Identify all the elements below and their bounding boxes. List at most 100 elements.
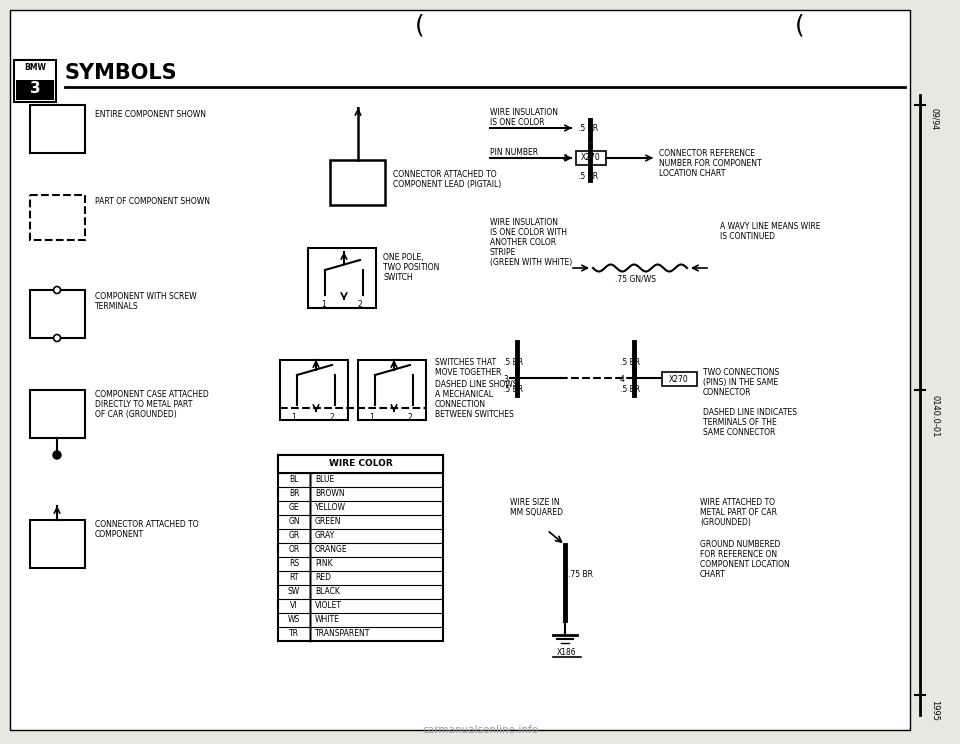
Text: GROUND NUMBERED: GROUND NUMBERED bbox=[700, 540, 780, 549]
Text: CONNECTOR ATTACHED TO: CONNECTOR ATTACHED TO bbox=[95, 520, 199, 529]
Text: 3: 3 bbox=[30, 81, 40, 96]
Text: YELLOW: YELLOW bbox=[315, 504, 346, 513]
Text: .5 BR: .5 BR bbox=[503, 358, 523, 367]
Bar bbox=[278, 455, 443, 641]
Text: GR: GR bbox=[288, 531, 300, 540]
Text: 1: 1 bbox=[291, 413, 296, 422]
Text: LOCATION CHART: LOCATION CHART bbox=[659, 169, 726, 178]
Text: BMW: BMW bbox=[24, 63, 46, 72]
Text: OR: OR bbox=[288, 545, 300, 554]
Bar bbox=[16, 62, 54, 80]
Text: VI: VI bbox=[290, 601, 298, 611]
Text: TWO CONNECTIONS: TWO CONNECTIONS bbox=[703, 368, 780, 377]
Text: SW: SW bbox=[288, 588, 300, 597]
Text: (: ( bbox=[415, 14, 425, 38]
Bar bbox=[14, 60, 56, 102]
Text: ORANGE: ORANGE bbox=[315, 545, 348, 554]
Text: BLUE: BLUE bbox=[315, 475, 334, 484]
Text: .5 BR: .5 BR bbox=[578, 172, 598, 181]
Bar bbox=[30, 195, 85, 240]
Text: BROWN: BROWN bbox=[315, 490, 345, 498]
Text: MOVE TOGETHER: MOVE TOGETHER bbox=[435, 368, 501, 377]
Text: METAL PART OF CAR: METAL PART OF CAR bbox=[700, 508, 777, 517]
Text: CONNECTOR: CONNECTOR bbox=[703, 388, 752, 397]
Text: COMPONENT WITH SCREW: COMPONENT WITH SCREW bbox=[95, 292, 197, 301]
Text: 2: 2 bbox=[407, 413, 412, 422]
Circle shape bbox=[54, 286, 60, 293]
Text: X270: X270 bbox=[581, 153, 601, 162]
Text: GN: GN bbox=[288, 518, 300, 527]
Bar bbox=[358, 360, 426, 420]
Bar bbox=[30, 290, 85, 338]
Text: SWITCHES THAT: SWITCHES THAT bbox=[435, 358, 496, 367]
Text: WS: WS bbox=[288, 615, 300, 624]
Bar bbox=[30, 520, 85, 568]
Text: 1995: 1995 bbox=[930, 700, 940, 721]
Text: FOR REFERENCE ON: FOR REFERENCE ON bbox=[700, 550, 778, 559]
Text: .5 BR: .5 BR bbox=[620, 358, 640, 367]
Text: X270: X270 bbox=[669, 374, 689, 383]
Text: GE: GE bbox=[289, 504, 300, 513]
Text: 3: 3 bbox=[503, 375, 508, 384]
Text: WIRE INSULATION: WIRE INSULATION bbox=[490, 218, 558, 227]
Text: PIN NUMBER: PIN NUMBER bbox=[490, 148, 539, 157]
Text: CHART: CHART bbox=[700, 570, 726, 579]
Text: OF CAR (GROUNDED): OF CAR (GROUNDED) bbox=[95, 410, 177, 419]
Text: SAME CONNECTOR: SAME CONNECTOR bbox=[703, 428, 776, 437]
Text: 4: 4 bbox=[620, 375, 625, 384]
Text: BR: BR bbox=[289, 490, 300, 498]
Text: ANOTHER COLOR: ANOTHER COLOR bbox=[490, 238, 556, 247]
Text: .75 GN/WS: .75 GN/WS bbox=[615, 274, 656, 283]
Text: (: ( bbox=[795, 14, 804, 38]
Text: DASHED LINE SHOWS: DASHED LINE SHOWS bbox=[435, 380, 517, 389]
Text: SWITCH: SWITCH bbox=[383, 273, 413, 282]
Text: WIRE SIZE IN: WIRE SIZE IN bbox=[510, 498, 560, 507]
Text: CONNECTOR REFERENCE: CONNECTOR REFERENCE bbox=[659, 149, 755, 158]
Bar bbox=[662, 372, 697, 386]
Bar bbox=[330, 160, 385, 205]
Text: COMPONENT CASE ATTACHED: COMPONENT CASE ATTACHED bbox=[95, 390, 208, 399]
Text: TERMINALS OF THE: TERMINALS OF THE bbox=[703, 418, 777, 427]
Text: WHITE: WHITE bbox=[315, 615, 340, 624]
Text: COMPONENT LOCATION: COMPONENT LOCATION bbox=[700, 560, 790, 569]
Text: .5 BR: .5 BR bbox=[578, 124, 598, 133]
Bar bbox=[308, 248, 376, 308]
Text: CONNECTOR ATTACHED TO: CONNECTOR ATTACHED TO bbox=[393, 170, 496, 179]
Bar bbox=[278, 455, 443, 473]
Text: TRANSPARENT: TRANSPARENT bbox=[315, 629, 371, 638]
Text: IS ONE COLOR: IS ONE COLOR bbox=[490, 118, 544, 127]
Text: (GROUNDED): (GROUNDED) bbox=[700, 518, 751, 527]
Text: A WAVY LINE MEANS WIRE: A WAVY LINE MEANS WIRE bbox=[720, 222, 821, 231]
Text: X186: X186 bbox=[557, 648, 577, 657]
Text: carmanualsonline.info: carmanualsonline.info bbox=[422, 725, 538, 735]
Text: 2: 2 bbox=[329, 413, 334, 422]
Text: ENTIRE COMPONENT SHOWN: ENTIRE COMPONENT SHOWN bbox=[95, 110, 206, 119]
Text: TR: TR bbox=[289, 629, 299, 638]
Text: 2: 2 bbox=[358, 300, 363, 309]
Text: CONNECTION: CONNECTION bbox=[435, 400, 486, 409]
Text: .75 BR: .75 BR bbox=[568, 570, 593, 579]
Text: BL: BL bbox=[289, 475, 299, 484]
Text: 4: 4 bbox=[563, 154, 567, 163]
Text: MM SQUARED: MM SQUARED bbox=[510, 508, 563, 517]
Text: IS ONE COLOR WITH: IS ONE COLOR WITH bbox=[490, 228, 567, 237]
Bar bbox=[30, 105, 85, 153]
Text: BLACK: BLACK bbox=[315, 588, 340, 597]
Text: DIRECTLY TO METAL PART: DIRECTLY TO METAL PART bbox=[95, 400, 192, 409]
Text: COMPONENT: COMPONENT bbox=[95, 530, 144, 539]
Circle shape bbox=[54, 335, 60, 341]
Text: BETWEEN SWITCHES: BETWEEN SWITCHES bbox=[435, 410, 514, 419]
Text: (GREEN WITH WHITE): (GREEN WITH WHITE) bbox=[490, 258, 572, 267]
Text: SYMBOLS: SYMBOLS bbox=[65, 63, 178, 83]
Text: RT: RT bbox=[289, 574, 299, 583]
Bar bbox=[576, 151, 606, 165]
Text: STRIPE: STRIPE bbox=[490, 248, 516, 257]
Bar bbox=[16, 80, 54, 100]
Text: .5 BR: .5 BR bbox=[503, 385, 523, 394]
Text: RS: RS bbox=[289, 559, 300, 568]
Text: 1: 1 bbox=[369, 413, 373, 422]
Text: COMPONENT LEAD (PIGTAIL): COMPONENT LEAD (PIGTAIL) bbox=[393, 180, 501, 189]
Text: WIRE INSULATION: WIRE INSULATION bbox=[490, 108, 558, 117]
Text: GREEN: GREEN bbox=[315, 518, 342, 527]
Text: (PINS) IN THE SAME: (PINS) IN THE SAME bbox=[703, 378, 779, 387]
